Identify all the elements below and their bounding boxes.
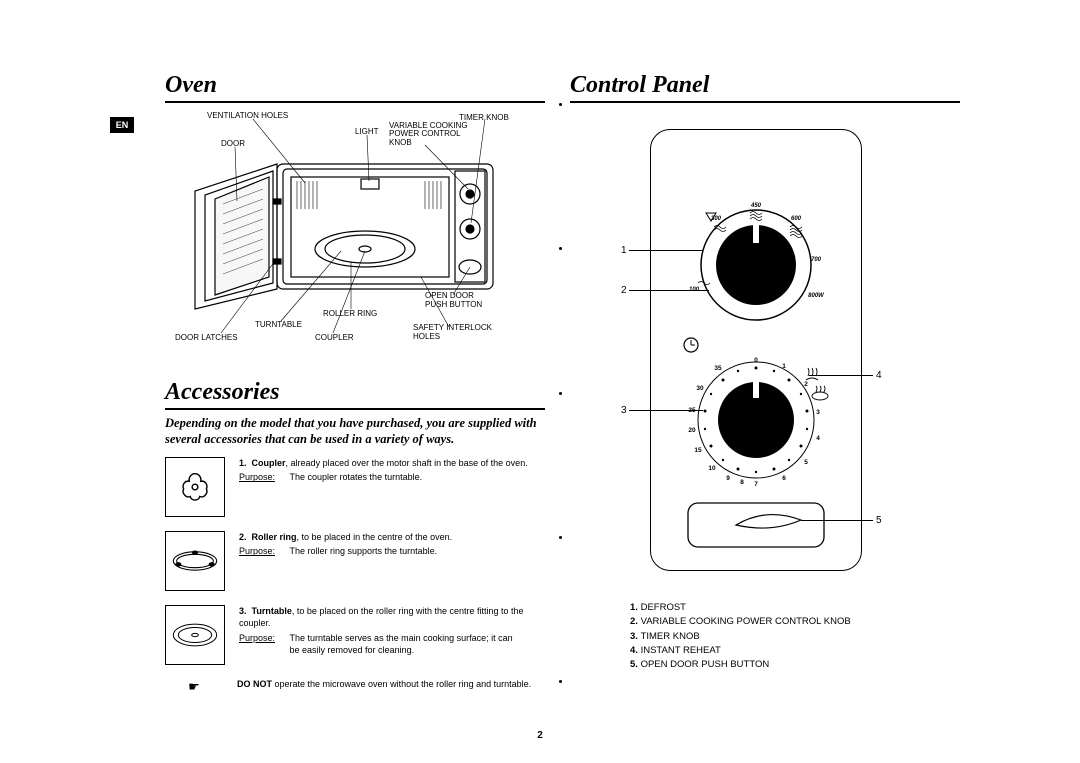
svg-text:35: 35 bbox=[714, 365, 722, 372]
accessory-row: 1. Coupler, already placed over the moto… bbox=[165, 457, 545, 517]
oven-diagram: VENTILATION HOLES DOOR LIGHT TIMER KNOB … bbox=[165, 109, 525, 359]
purpose-label: Purpose: bbox=[239, 632, 287, 644]
accessory-row: 3. Turntable, to be placed on the roller… bbox=[165, 605, 545, 665]
svg-text:1: 1 bbox=[782, 363, 786, 370]
roller-ring-icon bbox=[165, 531, 225, 591]
legend-text: DEFROST bbox=[641, 602, 686, 613]
label-open-btn: OPEN DOOR PUSH BUTTON bbox=[425, 292, 495, 310]
legend-text: VARIABLE COOKING POWER CONTROL KNOB bbox=[641, 616, 851, 627]
svg-text:10: 10 bbox=[708, 465, 716, 472]
svg-text:450: 450 bbox=[750, 203, 762, 209]
control-panel-diagram: 1 2 3 4 5 10 0 bbox=[650, 129, 862, 571]
legend-num: 1. bbox=[630, 602, 638, 613]
callout-3: 3 bbox=[621, 405, 627, 416]
purpose-text: The turntable serves as the main cooking… bbox=[290, 632, 520, 656]
coupler-icon bbox=[165, 457, 225, 517]
legend-num: 2. bbox=[630, 616, 638, 627]
control-panel-title: Control Panel bbox=[570, 72, 960, 99]
callout-2: 2 bbox=[621, 285, 627, 296]
acc-desc: , to be placed in the centre of the oven… bbox=[297, 532, 453, 542]
svg-text:300: 300 bbox=[711, 216, 722, 222]
purpose-label: Purpose: bbox=[239, 545, 287, 557]
divider bbox=[165, 101, 545, 103]
svg-text:9: 9 bbox=[726, 475, 730, 482]
pointer-icon: ☛ bbox=[165, 679, 223, 695]
acc-name: Coupler bbox=[252, 458, 286, 468]
oven-section-title: Oven bbox=[165, 72, 545, 99]
donot-bold: DO NOT bbox=[237, 679, 272, 689]
svg-text:5: 5 bbox=[804, 459, 808, 466]
svg-text:15: 15 bbox=[694, 447, 702, 454]
svg-text:4: 4 bbox=[816, 435, 820, 442]
divider bbox=[570, 101, 960, 103]
svg-text:0: 0 bbox=[754, 357, 758, 364]
accessories-intro: Depending on the model that you have pur… bbox=[165, 416, 545, 447]
svg-text:800W: 800W bbox=[808, 293, 825, 299]
svg-text:20: 20 bbox=[688, 427, 696, 434]
accessory-row: 2. Roller ring, to be placed in the cent… bbox=[165, 531, 545, 591]
legend-num: 5. bbox=[630, 659, 638, 670]
callout-1: 1 bbox=[621, 245, 627, 256]
svg-text:8: 8 bbox=[740, 479, 744, 486]
divider bbox=[165, 408, 545, 410]
label-light: LIGHT bbox=[355, 127, 379, 136]
purpose-label: Purpose: bbox=[239, 471, 287, 483]
callout-5: 5 bbox=[876, 515, 882, 526]
panel-svg: 10 0 300 450 600 700 800W bbox=[651, 130, 861, 570]
legend-num: 4. bbox=[630, 645, 638, 656]
purpose-text: The roller ring supports the turntable. bbox=[290, 545, 520, 557]
column-divider bbox=[559, 103, 562, 683]
label-coupler: COUPLER bbox=[315, 333, 354, 342]
legend-text: TIMER KNOB bbox=[641, 631, 700, 642]
donot-text: operate the microwave oven without the r… bbox=[272, 679, 531, 689]
label-door: DOOR bbox=[221, 139, 245, 148]
svg-text:3: 3 bbox=[816, 409, 820, 416]
turntable-icon bbox=[165, 605, 225, 665]
acc-num: 2. bbox=[239, 532, 247, 542]
acc-name: Roller ring bbox=[252, 532, 297, 542]
label-door-latches: DOOR LATCHES bbox=[175, 333, 238, 342]
legend-text: OPEN DOOR PUSH BUTTON bbox=[641, 659, 770, 670]
svg-text:600: 600 bbox=[791, 216, 802, 222]
do-not-note: ☛ DO NOT operate the microwave oven with… bbox=[165, 679, 545, 695]
svg-text:6: 6 bbox=[782, 475, 786, 482]
page-number: 2 bbox=[0, 730, 1080, 741]
acc-desc: , already placed over the motor shaft in… bbox=[286, 458, 528, 468]
label-power-knob: VARIABLE COOKING POWER CONTROL KNOB bbox=[389, 122, 475, 147]
acc-num: 3. bbox=[239, 606, 247, 616]
legend-text: INSTANT REHEAT bbox=[641, 645, 721, 656]
acc-name: Turntable bbox=[252, 606, 292, 616]
label-turntable: TURNTABLE bbox=[255, 320, 302, 329]
language-badge: EN bbox=[110, 117, 134, 133]
svg-text:30: 30 bbox=[696, 385, 704, 392]
accessories-section-title: Accessories bbox=[165, 379, 545, 406]
label-roller: ROLLER RING bbox=[323, 309, 377, 318]
svg-text:2: 2 bbox=[804, 381, 808, 388]
svg-text:7: 7 bbox=[754, 481, 758, 488]
panel-legend: 1. DEFROST 2. VARIABLE COOKING POWER CON… bbox=[630, 601, 960, 672]
acc-num: 1. bbox=[239, 458, 247, 468]
purpose-text: The coupler rotates the turntable. bbox=[290, 471, 520, 483]
label-vent: VENTILATION HOLES bbox=[207, 111, 288, 120]
svg-text:700: 700 bbox=[811, 257, 822, 263]
label-safety: SAFETY INTERLOCK HOLES bbox=[413, 324, 513, 342]
legend-num: 3. bbox=[630, 631, 638, 642]
callout-4: 4 bbox=[876, 370, 882, 381]
